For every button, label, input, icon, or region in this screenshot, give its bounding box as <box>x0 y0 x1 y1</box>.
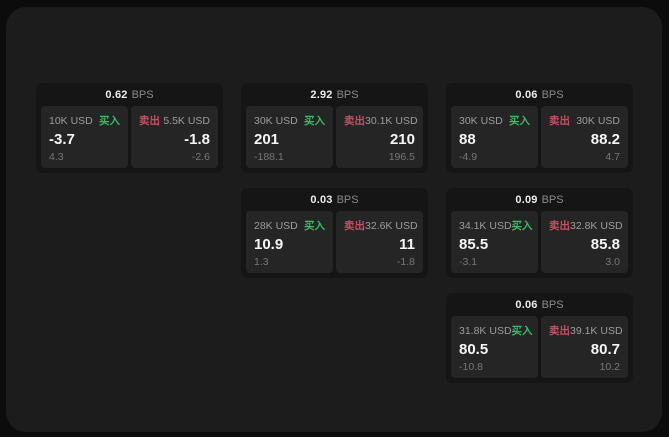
buy-quote-delta: -10.8 <box>459 360 483 373</box>
sell-quote-price: 210 <box>389 131 415 149</box>
buy-quote-price: 201 <box>254 131 280 149</box>
quote-tiles: 31.8K USD 买入 80.5 -10.8 卖出 39.1K USD 80.… <box>446 316 633 383</box>
sell-quote-price: 85.8 <box>590 236 620 254</box>
sell-quote-price: 80.7 <box>590 341 620 359</box>
quote-card: 0.06 BPS 31.8K USD 买入 80.5 -10.8 卖出 39.1… <box>446 293 633 383</box>
bps-unit-label: BPS <box>541 88 564 101</box>
sell-quote-delta: 4.7 <box>605 150 620 163</box>
sell-quote-delta: -1.8 <box>396 255 415 268</box>
bps-unit-label: BPS <box>541 193 564 206</box>
quotes-grid: 0.62 BPS 10K USD 买入 -3.7 4.3 卖出 5.5K USD… <box>6 7 662 432</box>
bps-value: 2.92 <box>310 88 333 101</box>
buy-quote-tile[interactable]: 28K USD 买入 10.9 1.3 <box>246 211 333 273</box>
quote-card: 0.06 BPS 30K USD 买入 88 -4.9 卖出 30K USD 8… <box>446 83 633 173</box>
buy-quote-price: 88 <box>459 131 476 149</box>
buy-quote-delta: 1.3 <box>254 255 269 268</box>
bps-value: 0.06 <box>515 298 538 311</box>
buy-quote-price: 85.5 <box>459 236 489 254</box>
sell-quote-price: 88.2 <box>590 131 620 149</box>
buy-quote-price: -3.7 <box>49 131 75 149</box>
buy-quote-delta: -188.1 <box>254 150 284 163</box>
buy-label: 买入 <box>304 220 325 232</box>
sell-notional-amount: 39.1K USD <box>570 324 623 337</box>
sell-label: 卖出 <box>344 115 365 127</box>
buy-quote-tile[interactable]: 10K USD 买入 -3.7 4.3 <box>41 106 128 168</box>
sell-quote-delta: 196.5 <box>388 150 415 163</box>
buy-quote-tile[interactable]: 31.8K USD 买入 80.5 -10.8 <box>451 316 538 378</box>
buy-quote-price: 80.5 <box>459 341 489 359</box>
card-header: 0.09 BPS <box>446 188 633 211</box>
sell-quote-price: 11 <box>399 236 415 254</box>
bps-value: 0.06 <box>515 88 538 101</box>
buy-quote-delta: -4.9 <box>459 150 478 163</box>
buy-quote-tile[interactable]: 34.1K USD 买入 85.5 -3.1 <box>451 211 538 273</box>
buy-notional-amount: 31.8K USD <box>459 324 512 337</box>
sell-notional-amount: 32.8K USD <box>570 219 623 232</box>
buy-quote-price: 10.9 <box>254 236 284 254</box>
card-header: 0.03 BPS <box>241 188 428 211</box>
sell-label: 卖出 <box>549 220 570 232</box>
quote-card: 0.09 BPS 34.1K USD 买入 85.5 -3.1 卖出 32.8K… <box>446 188 633 278</box>
buy-quote-delta: 4.3 <box>49 150 64 163</box>
bps-unit-label: BPS <box>336 88 359 101</box>
sell-quote-delta: -2.6 <box>191 150 210 163</box>
bps-value: 0.09 <box>515 193 538 206</box>
sell-quote-tile[interactable]: 卖出 32.8K USD 85.8 3.0 <box>541 211 628 273</box>
sell-quote-tile[interactable]: 卖出 30.1K USD 210 196.5 <box>336 106 423 168</box>
sell-quote-tile[interactable]: 卖出 39.1K USD 80.7 10.2 <box>541 316 628 378</box>
buy-label: 买入 <box>511 325 533 337</box>
sell-quote-price: -1.8 <box>184 131 210 149</box>
sell-notional-amount: 5.5K USD <box>163 114 210 127</box>
buy-notional-amount: 34.1K USD <box>459 219 512 232</box>
quote-card: 0.62 BPS 10K USD 买入 -3.7 4.3 卖出 5.5K USD… <box>36 83 223 173</box>
buy-notional-amount: 30K USD <box>459 114 503 127</box>
buy-label: 买入 <box>99 115 120 127</box>
buy-label: 买入 <box>304 115 325 127</box>
sell-quote-delta: 3.0 <box>605 255 620 268</box>
card-header: 0.06 BPS <box>446 293 633 316</box>
buy-quote-tile[interactable]: 30K USD 买入 88 -4.9 <box>451 106 538 168</box>
sell-label: 卖出 <box>549 115 570 127</box>
sell-quote-tile[interactable]: 卖出 30K USD 88.2 4.7 <box>541 106 628 168</box>
buy-label: 买入 <box>509 115 530 127</box>
buy-quote-delta: -3.1 <box>459 255 478 268</box>
sell-quote-tile[interactable]: 卖出 5.5K USD -1.8 -2.6 <box>131 106 218 168</box>
quote-tiles: 34.1K USD 买入 85.5 -3.1 卖出 32.8K USD 85.8… <box>446 211 633 278</box>
quote-tiles: 30K USD 买入 88 -4.9 卖出 30K USD 88.2 4.7 <box>446 106 633 173</box>
bps-unit-label: BPS <box>336 193 359 206</box>
buy-notional-amount: 28K USD <box>254 219 298 232</box>
quote-card: 2.92 BPS 30K USD 买入 201 -188.1 卖出 30.1K … <box>241 83 428 173</box>
sell-label: 卖出 <box>344 220 365 232</box>
sell-notional-amount: 30K USD <box>576 114 620 127</box>
buy-label: 买入 <box>511 220 533 232</box>
sell-quote-tile[interactable]: 卖出 32.6K USD 11 -1.8 <box>336 211 423 273</box>
sell-label: 卖出 <box>549 325 570 337</box>
card-header: 2.92 BPS <box>241 83 428 106</box>
sell-notional-amount: 32.6K USD <box>365 219 418 232</box>
card-header: 0.06 BPS <box>446 83 633 106</box>
quote-tiles: 10K USD 买入 -3.7 4.3 卖出 5.5K USD -1.8 -2.… <box>36 106 223 173</box>
bps-value: 0.03 <box>310 193 333 206</box>
sell-quote-delta: 10.2 <box>599 360 620 373</box>
sell-notional-amount: 30.1K USD <box>365 114 418 127</box>
buy-quote-tile[interactable]: 30K USD 买入 201 -188.1 <box>246 106 333 168</box>
quote-card: 0.03 BPS 28K USD 买入 10.9 1.3 卖出 32.6K US… <box>241 188 428 278</box>
quote-tiles: 30K USD 买入 201 -188.1 卖出 30.1K USD 210 1… <box>241 106 428 173</box>
buy-notional-amount: 30K USD <box>254 114 298 127</box>
bps-unit-label: BPS <box>541 298 564 311</box>
buy-notional-amount: 10K USD <box>49 114 93 127</box>
sell-label: 卖出 <box>139 115 160 127</box>
bps-value: 0.62 <box>105 88 128 101</box>
quote-tiles: 28K USD 买入 10.9 1.3 卖出 32.6K USD 11 -1.8 <box>241 211 428 278</box>
app-window: 0.62 BPS 10K USD 买入 -3.7 4.3 卖出 5.5K USD… <box>6 7 662 432</box>
card-header: 0.62 BPS <box>36 83 223 106</box>
bps-unit-label: BPS <box>131 88 154 101</box>
